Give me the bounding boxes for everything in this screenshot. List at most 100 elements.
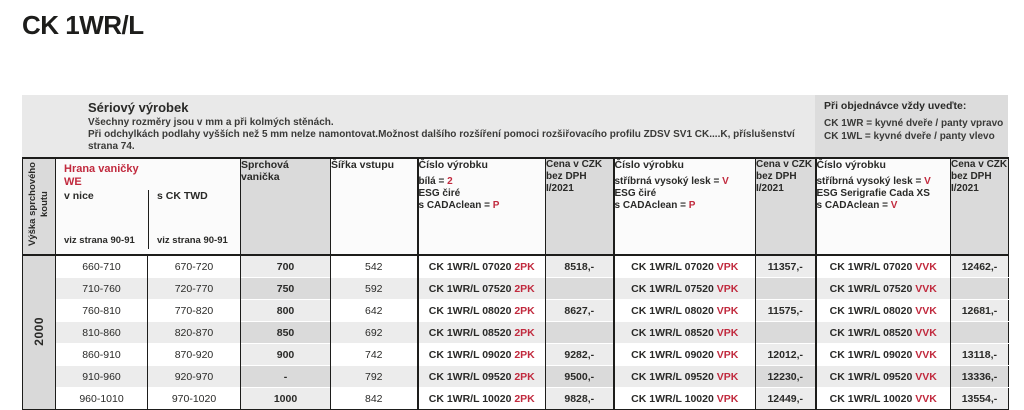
order-line-left: CK 1WL = kyvné dveře / panty vlevo	[824, 130, 995, 142]
s-ck-twd-cell: 820-870	[147, 321, 241, 344]
price-cell: 12462,-	[950, 254, 1009, 278]
product-code-cell: CK 1WR/L 07520 2PK	[416, 277, 546, 300]
see-page-note: viz strana 90-91	[157, 235, 228, 246]
order-line-right: CK 1WR = kyvné dveře / panty vpravo	[824, 118, 1004, 129]
price-cell: 9828,-	[545, 387, 614, 410]
product-code-cell: CK 1WR/L 07020 VVK	[814, 254, 951, 278]
price-cell	[755, 321, 816, 344]
product-number-header-white: Číslo výrobku bílá = 2 ESG čiré s CADAclean…	[416, 158, 546, 256]
product-code-cell: CK 1WR/L 08520 2PK	[416, 321, 546, 344]
table-row: 710-760 720-770 750 592 CK 1WR/L 07520 2PK CK…	[22, 277, 1009, 300]
product-code-cell: CK 1WR/L 09520 VVK	[814, 365, 951, 388]
product-code-cell: CK 1WR/L 07520 VVK	[814, 277, 951, 300]
series-product-info: Sériový výrobek Všechny rozměry jsou v m…	[88, 100, 818, 153]
page-title: CK 1WR/L	[22, 10, 144, 40]
entry-width-cell: 692	[330, 321, 418, 344]
table-row: 2000 660-710 670-720 700 542 CK 1WR/L 07020 2…	[22, 254, 1009, 410]
height-column-header: Výška sprchového koutu	[22, 158, 56, 256]
price-cell: 8627,-	[545, 299, 614, 322]
price-cell: 12230,-	[755, 365, 816, 388]
entry-width-cell: 542	[330, 254, 418, 278]
price-header-white: Cena v CZK bez DPH I/2021	[545, 158, 614, 256]
v-nice-cell: 910-960	[55, 365, 148, 388]
product-code-cell: CK 1WR/L 08020 VPK	[612, 299, 756, 322]
price-header-silver: Cena v CZK bez DPH I/2021	[755, 158, 816, 256]
table-row: 910-960 920-970-792 CK 1WR/L 09520 2PK 9500…	[22, 365, 1009, 388]
product-code-cell: CK 1WR/L 08520 VVK	[814, 321, 951, 344]
s-ck-twd-cell: 670-720	[147, 254, 241, 278]
v-nice-cell: 860-910	[55, 343, 148, 366]
shower-tray-cell: 900	[240, 343, 331, 366]
subcol-s-ck-twd: s CK TWD viz strana 90-91	[148, 190, 240, 249]
product-code-cell: CK 1WR/L 10020 VVK	[814, 387, 951, 410]
shower-tray-header: Sprchová vanička	[240, 158, 331, 256]
info-line-mounting: Při odchylkách podlahy vyšších než 5 mm …	[88, 129, 795, 140]
price-cell	[545, 277, 614, 300]
info-band: Sériový výrobek Všechny rozměry jsou v m…	[22, 95, 1008, 157]
info-line-page-ref: strana 74.	[88, 141, 135, 152]
price-cell: 13336,-	[950, 365, 1009, 388]
s-ck-twd-cell: 970-1020	[147, 387, 241, 410]
v-nice-cell: 760-810	[55, 299, 148, 322]
product-code-cell: CK 1WR/L 08020 2PK	[416, 299, 546, 322]
shower-tray-cell: 800	[240, 299, 331, 322]
product-number-header-silver: Číslo výrobku stříbrná vysoký lesk = V ESG…	[612, 158, 756, 256]
tray-edge-header: Hrana vaničky WE v nice viz strana 90-91…	[55, 158, 241, 256]
price-cell: 13118,-	[950, 343, 1009, 366]
table-row: 810-860 820-870 850 692 CK 1WR/L 08520 2PK CK…	[22, 321, 1009, 344]
product-number-header-serigraphy: Číslo výrobku stříbrná vysoký lesk = V ESG…	[814, 158, 951, 256]
s-ck-twd-cell: 770-820	[147, 299, 241, 322]
price-cell: 8518,-	[545, 254, 614, 278]
product-code-cell: CK 1WR/L 09520 2PK	[416, 365, 546, 388]
shower-tray-cell: 750	[240, 277, 331, 300]
product-code-cell: CK 1WR/L 08020 VVK	[814, 299, 951, 322]
price-table: Výška sprchového koutu Hrana vaničky WE …	[22, 157, 1009, 410]
v-nice-cell: 710-760	[55, 277, 148, 300]
entry-width-cell: 592	[330, 277, 418, 300]
s-ck-twd-cell: 720-770	[147, 277, 241, 300]
price-cell	[950, 277, 1009, 300]
product-code-cell: CK 1WR/L 07520 VPK	[612, 277, 756, 300]
entry-width-cell: 792	[330, 365, 418, 388]
price-cell: 12449,-	[755, 387, 816, 410]
shower-tray-cell: 700	[240, 254, 331, 278]
price-cell	[545, 321, 614, 344]
shower-tray-cell: 850	[240, 321, 331, 344]
table-row: 960-1010 970-1020 1000 842 CK 1WR/L 10020 2P…	[22, 387, 1009, 410]
shower-tray-cell: 1000	[240, 387, 331, 410]
height-column-label: Výška sprchového koutu	[27, 162, 50, 246]
entry-width-header: Šířka vstupu	[330, 158, 418, 256]
shower-tray-cell: -	[240, 365, 331, 388]
order-info-box: Při objednávce vždy uveďte: CK 1WR = kyv…	[815, 95, 1008, 157]
price-cell: 9500,-	[545, 365, 614, 388]
v-nice-cell: 660-710	[55, 254, 148, 278]
price-cell: 13554,-	[950, 387, 1009, 410]
height-value-cell: 2000	[22, 255, 56, 410]
product-code-cell: CK 1WR/L 09020 2PK	[416, 343, 546, 366]
table-header-row: Výška sprchového koutu Hrana vaničky WE …	[22, 158, 1009, 256]
see-page-note: viz strana 90-91	[64, 235, 135, 246]
price-cell: 12681,-	[950, 299, 1009, 322]
entry-width-cell: 842	[330, 387, 418, 410]
price-cell	[950, 321, 1009, 344]
product-code-cell: CK 1WR/L 07020 2PK	[416, 254, 546, 278]
price-cell	[755, 277, 816, 300]
tray-edge-title: Hrana vaničky WE	[64, 163, 139, 188]
s-ck-twd-cell: 870-920	[147, 343, 241, 366]
v-nice-cell: 960-1010	[55, 387, 148, 410]
table-row: 860-910 870-920 900 742 CK 1WR/L 09020 2PK 92…	[22, 343, 1009, 366]
s-ck-twd-cell: 920-970	[147, 365, 241, 388]
order-box-heading: Při objednávce vždy uveďte:	[824, 100, 967, 112]
product-code-cell: CK 1WR/L 09020 VVK	[814, 343, 951, 366]
table-row: 760-810 770-820 800 642 CK 1WR/L 08020 2PK 86…	[22, 299, 1009, 322]
product-code-cell: CK 1WR/L 08520 VPK	[612, 321, 756, 344]
entry-width-cell: 742	[330, 343, 418, 366]
v-nice-cell: 810-860	[55, 321, 148, 344]
product-code-cell: CK 1WR/L 09020 VPK	[612, 343, 756, 366]
price-header-serigraphy: Cena v CZK bez DPH I/2021	[950, 158, 1009, 256]
entry-width-cell: 642	[330, 299, 418, 322]
price-cell: 11575,-	[755, 299, 816, 322]
series-product-heading: Sériový výrobek	[88, 100, 189, 115]
product-code-cell: CK 1WR/L 10020 VPK	[612, 387, 756, 410]
